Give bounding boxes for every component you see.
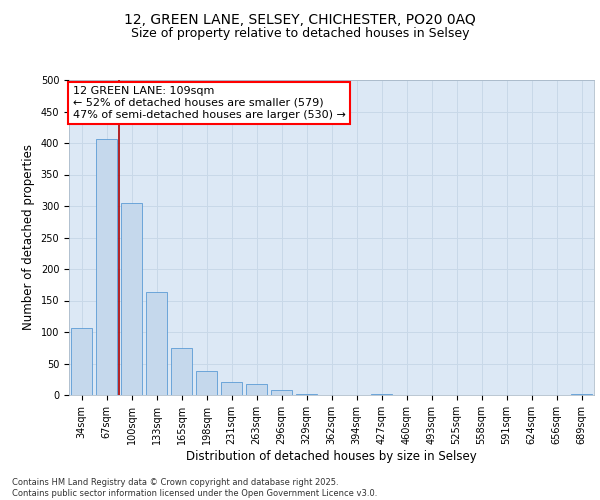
Text: 12, GREEN LANE, SELSEY, CHICHESTER, PO20 0AQ: 12, GREEN LANE, SELSEY, CHICHESTER, PO20… xyxy=(124,12,476,26)
Bar xyxy=(221,382,242,395)
Bar xyxy=(171,348,192,395)
Bar xyxy=(571,394,592,395)
Bar xyxy=(71,328,92,395)
Text: Contains HM Land Registry data © Crown copyright and database right 2025.
Contai: Contains HM Land Registry data © Crown c… xyxy=(12,478,377,498)
Bar xyxy=(146,292,167,395)
Text: Size of property relative to detached houses in Selsey: Size of property relative to detached ho… xyxy=(131,28,469,40)
Y-axis label: Number of detached properties: Number of detached properties xyxy=(22,144,35,330)
X-axis label: Distribution of detached houses by size in Selsey: Distribution of detached houses by size … xyxy=(186,450,477,463)
Bar xyxy=(271,390,292,395)
Bar xyxy=(371,394,392,395)
Text: 12 GREEN LANE: 109sqm
← 52% of detached houses are smaller (579)
47% of semi-det: 12 GREEN LANE: 109sqm ← 52% of detached … xyxy=(73,86,346,120)
Bar xyxy=(246,384,267,395)
Bar xyxy=(121,203,142,395)
Bar xyxy=(96,138,117,395)
Bar xyxy=(196,371,217,395)
Bar xyxy=(296,394,317,395)
